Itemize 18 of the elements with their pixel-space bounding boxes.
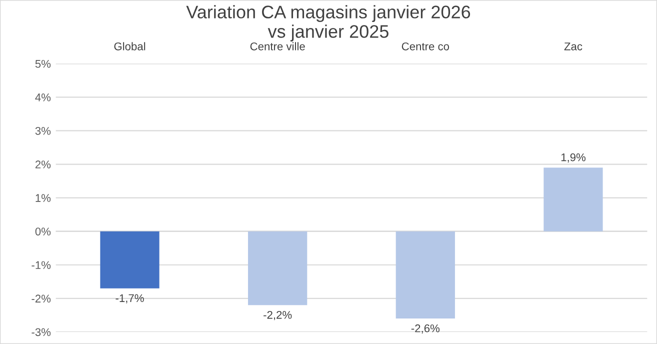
y-tick-label: -3% xyxy=(32,328,51,336)
y-tick-label: 5% xyxy=(35,60,51,68)
y-tick-label: -2% xyxy=(32,294,51,303)
x-tick-label: Global xyxy=(114,42,146,50)
chart-title: Variation CA magasins janvier 2026 vs janvier 2025 xyxy=(186,5,470,42)
y-tick-label: 1% xyxy=(36,194,51,202)
x-tick-label: Centre co xyxy=(402,42,450,50)
data-label: -2,6% xyxy=(411,324,440,334)
data-label: -2,2% xyxy=(264,310,292,320)
y-tick-label: 0% xyxy=(35,228,51,236)
y-tick-label: 2% xyxy=(35,160,51,168)
x-tick-label: Zac xyxy=(564,42,582,50)
data-label: 1,9% xyxy=(561,153,586,163)
y-tick-label: -1% xyxy=(32,261,51,269)
data-label: -1,7% xyxy=(116,294,144,304)
x-tick-label: Centre ville xyxy=(250,42,305,50)
y-tick-label: 3% xyxy=(35,126,51,135)
y-tick-label: 4% xyxy=(35,93,51,102)
